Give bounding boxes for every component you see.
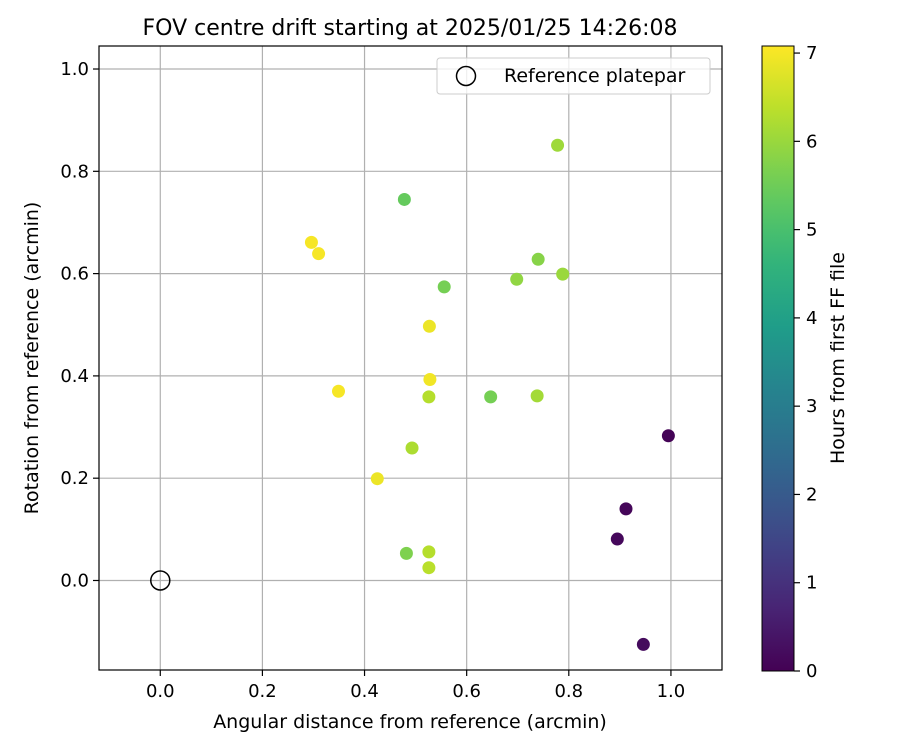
x-tick-label: 0.8: [554, 681, 583, 702]
data-point: [619, 502, 633, 516]
data-point: [422, 390, 436, 404]
data-point: [370, 472, 384, 486]
data-point: [437, 280, 451, 294]
data-point: [530, 389, 544, 403]
colorbar-ticks: 0 1 2 3 4 5 6 7: [794, 43, 817, 682]
y-axis-label: Rotation from reference (arcmin): [21, 202, 43, 515]
y-tick-label: 0.4: [60, 366, 89, 387]
colorbar-label: Hours from first FF file: [827, 252, 849, 464]
data-point: [405, 441, 419, 455]
x-axis-label: Angular distance from reference (arcmin): [213, 711, 607, 733]
reference-platepar-marker: [150, 570, 171, 591]
data-point: [484, 390, 498, 404]
colorbar-tick-label: 4: [806, 308, 817, 329]
x-tick-label: 0.4: [350, 681, 379, 702]
legend-reference-marker-icon: [455, 65, 477, 87]
data-point: [397, 192, 411, 206]
x-tick-label: 0.2: [248, 681, 277, 702]
x-tick-label: 1.0: [657, 681, 686, 702]
y-tick-label: 1.0: [60, 59, 89, 80]
y-tick-label: 0.0: [60, 570, 89, 591]
legend-box: [436, 57, 711, 95]
data-point: [661, 429, 675, 443]
data-point: [304, 235, 318, 249]
data-point: [422, 561, 436, 575]
colorbar: [761, 45, 795, 672]
x-tick-label: 0.0: [146, 681, 175, 702]
colorbar-tick-label: 5: [806, 220, 817, 241]
colorbar-tick-label: 0: [806, 661, 817, 682]
data-point: [422, 545, 436, 559]
data-point: [551, 138, 565, 152]
data-point: [610, 532, 624, 546]
data-point: [531, 252, 545, 266]
data-point: [399, 546, 413, 560]
x-axis-ticks: 0.0 0.2 0.4 0.6 0.8 1.0: [146, 670, 685, 702]
y-axis-ticks: 0.0 0.2 0.4 0.6 0.8 1.0: [60, 59, 99, 591]
data-points: [304, 138, 675, 651]
data-point: [510, 272, 524, 286]
data-point: [312, 247, 326, 261]
plot-frame: [98, 45, 723, 671]
y-tick-label: 0.6: [60, 264, 89, 285]
grid-lines: [99, 46, 722, 670]
colorbar-tick-label: 3: [806, 396, 817, 417]
y-tick-label: 0.8: [60, 161, 89, 182]
colorbar-tick-label: 2: [806, 484, 817, 505]
colorbar-tick-label: 1: [806, 573, 817, 594]
data-point: [422, 319, 436, 333]
data-point: [331, 384, 345, 398]
x-tick-label: 0.6: [452, 681, 481, 702]
colorbar-tick-label: 6: [806, 131, 817, 152]
data-point: [636, 637, 650, 651]
legend: Reference platepar: [436, 57, 711, 95]
data-point: [423, 372, 437, 386]
colorbar-tick-label: 7: [806, 43, 817, 64]
legend-label: Reference platepar: [504, 65, 686, 87]
chart-title: FOV centre drift starting at 2025/01/25 …: [143, 16, 678, 41]
data-point: [556, 267, 570, 281]
reference-marker-layer: [150, 570, 171, 591]
y-tick-label: 0.2: [60, 468, 89, 489]
